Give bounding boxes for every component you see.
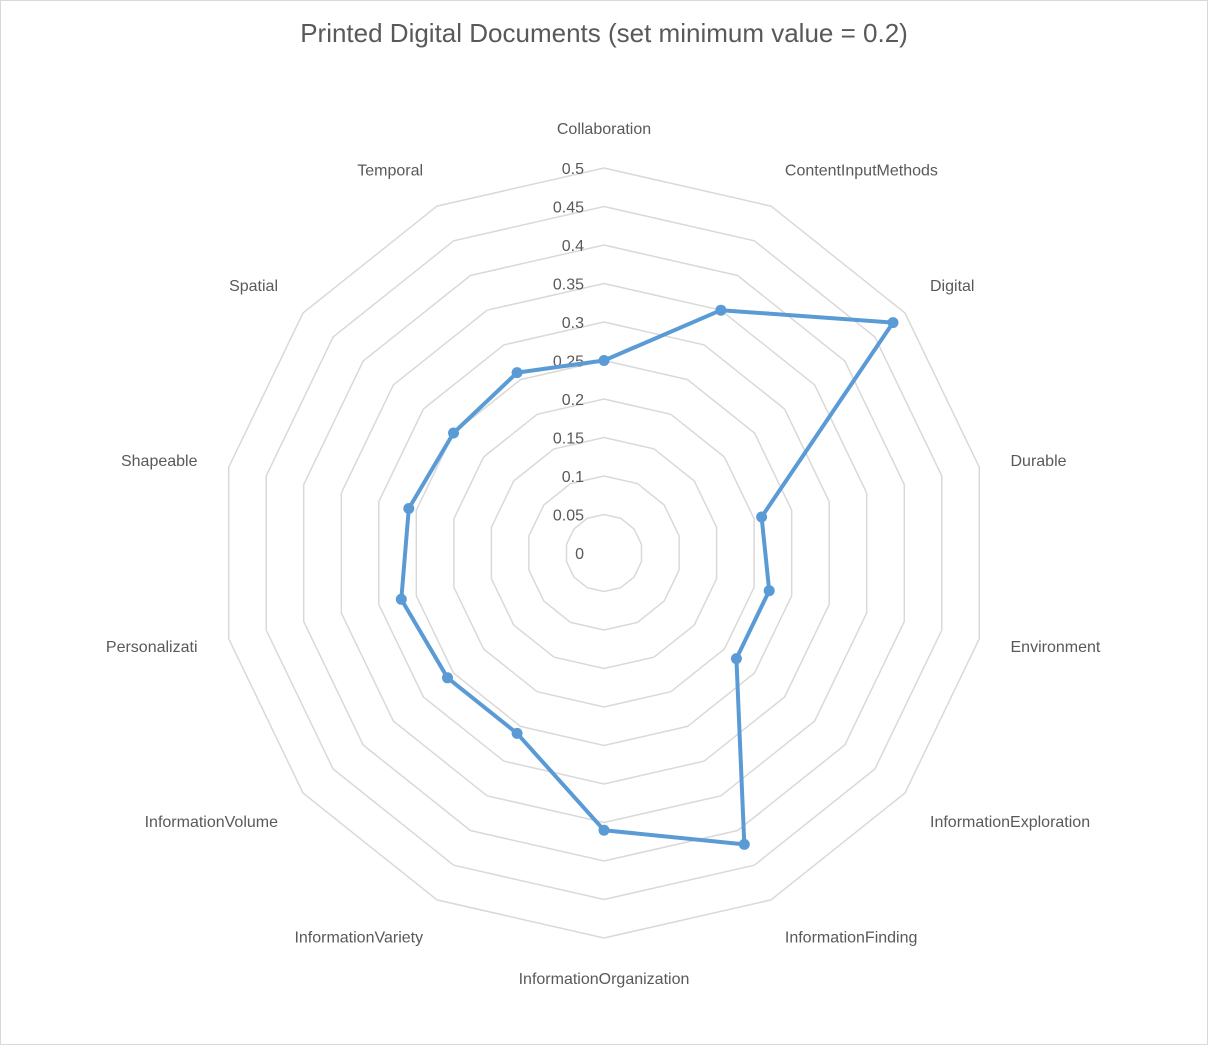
data-point	[598, 355, 610, 366]
category-label: Temporal	[357, 162, 423, 179]
tick-label: 0.45	[553, 200, 584, 217]
grid-ring	[227, 167, 981, 939]
category-label: Digital	[930, 278, 974, 295]
grid-ring	[340, 282, 868, 824]
category-label: InformationFinding	[785, 930, 918, 947]
data-point	[738, 838, 750, 850]
grid-ring	[528, 475, 680, 631]
data-point	[715, 304, 727, 316]
data-point	[756, 511, 768, 523]
data-point	[511, 367, 523, 379]
data-point	[763, 585, 775, 597]
data-point	[403, 503, 415, 514]
grid-ring	[490, 436, 718, 670]
series-layer	[395, 304, 899, 850]
grid-ring	[453, 398, 755, 708]
grid-ring	[565, 513, 643, 593]
grid-ring	[415, 359, 793, 747]
data-point	[448, 427, 459, 439]
category-label: InformationVolume	[145, 814, 279, 831]
category-labels: Collaboration ContentInputMethods Digital D…	[106, 121, 1101, 988]
tick-label: 0.5	[562, 161, 584, 178]
data-point	[395, 593, 407, 605]
data-point	[442, 672, 453, 684]
category-label: Spatial	[229, 278, 278, 295]
chart-title: Printed Digital Documents (set minimum v…	[300, 18, 908, 48]
category-label: Durable	[1011, 453, 1067, 470]
grid-ring	[302, 244, 906, 862]
tick-label: 0	[575, 546, 584, 563]
data-point	[511, 727, 523, 739]
category-label: ContentInputMethods	[785, 162, 938, 179]
radar-grid	[227, 167, 981, 939]
tick-label: 0.05	[553, 508, 584, 525]
data-point	[730, 653, 742, 665]
data-point	[598, 824, 610, 836]
grid-ring	[378, 321, 830, 785]
series-line	[399, 308, 895, 847]
category-label: InformationVariety	[294, 930, 423, 947]
category-label: Environment	[1011, 639, 1101, 656]
tick-label: 0.4	[562, 238, 584, 255]
category-label: Shapeable	[121, 453, 198, 470]
tick-label: 0.2	[562, 392, 584, 409]
radial-tick-labels: 00.050.10.150.20.250.30.350.40.450.5	[553, 161, 584, 563]
tick-label: 0.35	[553, 277, 584, 294]
category-label: InformationExploration	[930, 814, 1090, 831]
grid-ring	[265, 205, 943, 901]
data-point	[887, 317, 899, 329]
tick-label: 0.15	[553, 431, 584, 448]
tick-label: 0.1	[562, 469, 584, 486]
tick-label: 0.3	[562, 315, 584, 332]
category-label: InformationOrganization	[519, 971, 690, 988]
category-label: Personalizati	[106, 639, 198, 656]
category-label: Collaboration	[557, 121, 651, 138]
